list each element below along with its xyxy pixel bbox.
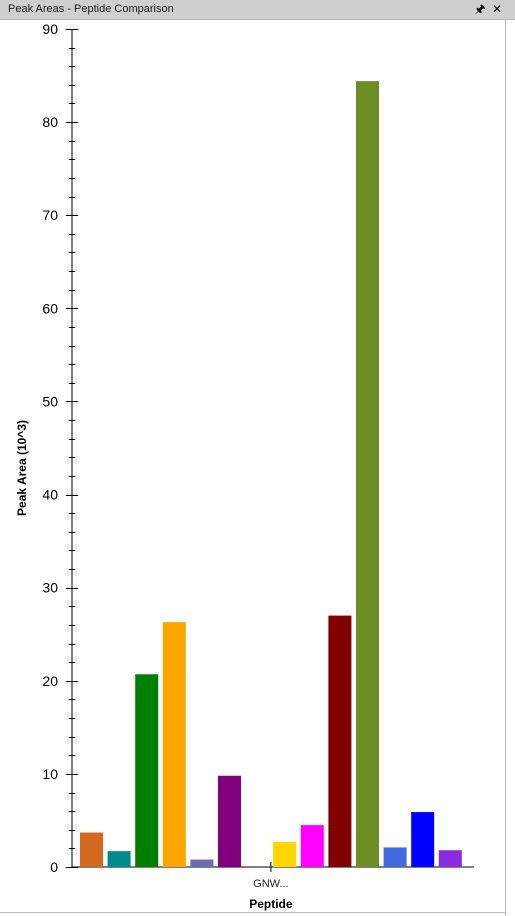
window-title: Peak Areas - Peptide Comparison — [8, 3, 174, 15]
y-tick-label: 10 — [42, 766, 58, 782]
bar[interactable] — [135, 674, 159, 867]
y-tick-label: 70 — [42, 207, 58, 223]
bar[interactable] — [328, 615, 352, 867]
y-tick-label: 30 — [42, 580, 58, 596]
bar[interactable] — [80, 832, 103, 867]
bar[interactable] — [356, 81, 379, 868]
x-tick-label: GNW... — [253, 878, 288, 890]
window-right-edge — [505, 20, 515, 916]
window-titlebar: Peak Areas - Peptide Comparison 🖈︎ ✕ — [0, 0, 515, 20]
close-icon[interactable]: ✕ — [491, 2, 503, 16]
bar[interactable] — [190, 859, 214, 867]
bar[interactable] — [383, 847, 407, 867]
bar[interactable] — [300, 825, 324, 867]
y-tick-label: 20 — [42, 673, 58, 689]
y-tick-label: 50 — [42, 393, 58, 409]
x-axis-title: Peptide — [249, 897, 293, 911]
bar[interactable] — [438, 850, 462, 867]
bar[interactable] — [218, 775, 241, 867]
y-tick-label: 80 — [42, 114, 58, 130]
y-tick-label: 60 — [42, 300, 58, 316]
window-bottom-edge — [0, 912, 505, 916]
bar[interactable] — [107, 851, 131, 867]
bar[interactable] — [273, 841, 297, 867]
bar[interactable] — [411, 812, 435, 867]
pin-icon[interactable]: 🖈︎ — [474, 2, 486, 16]
peak-area-chart: 0 10 20 30 40 50 60 70 80 90 GNW... Peak Area (10^… — [15, 21, 474, 911]
chart-axes: 0 10 20 30 40 50 60 70 80 90 GNW... — [42, 21, 474, 890]
y-tick-label: 40 — [42, 487, 58, 503]
y-axis-title: Peak Area (10^3) — [15, 420, 29, 516]
y-tick-label: 0 — [50, 859, 58, 875]
chart-bars — [80, 81, 462, 868]
y-tick-label: 90 — [42, 21, 58, 37]
bar[interactable] — [162, 622, 186, 867]
